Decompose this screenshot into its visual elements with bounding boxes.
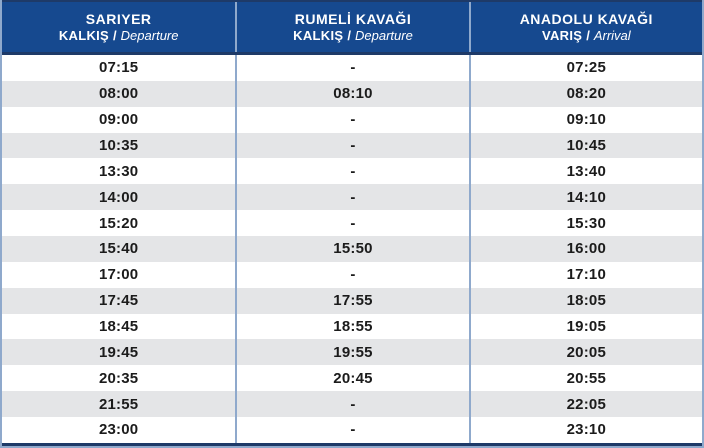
station-name: SARIYER	[85, 10, 152, 27]
table-row: 21:55 -22:05	[2, 391, 702, 418]
column-subtitle: KALKIŞ / Departure	[59, 28, 179, 44]
time-cell: 16:00	[468, 236, 702, 262]
time-cell: 15:20	[98, 214, 139, 232]
time-cell: 17:45	[98, 292, 139, 310]
time-cell: 19:05	[468, 313, 702, 340]
time-cell: -	[235, 417, 468, 443]
time-cell: 07:25	[468, 55, 702, 81]
label-turkish: KALKIŞ	[58, 28, 110, 44]
time-cell: -	[235, 261, 468, 288]
time-cell: -	[235, 132, 468, 159]
table-row: 18:45 18:55 19:05	[2, 313, 702, 340]
column-subtitle: KALKIŞ / Departure	[293, 28, 413, 44]
table-row: 15:20 -15:30	[2, 210, 702, 237]
label-turkish: KALKIŞ	[293, 28, 344, 44]
label-turkish: VARIŞ	[541, 28, 583, 44]
time-cell: 15:40	[98, 240, 139, 258]
time-cell: 23:10	[468, 417, 702, 443]
time-cell: 17:55	[235, 287, 468, 314]
table-row: 10:35 -10:45	[2, 132, 702, 159]
time-cell: 14:00	[98, 188, 139, 206]
time-cell: 23:00	[98, 421, 139, 439]
time-cell: 17:10	[468, 261, 702, 288]
table-row: 08:00 08:10 08:20	[2, 80, 702, 107]
time-cell: 07:15	[98, 59, 139, 77]
label-english: Departure	[355, 28, 413, 44]
time-cell: 15:30	[468, 210, 702, 237]
label-separator: /	[113, 28, 117, 44]
timetable-body: 07:15-07:25 08:00 08:10 08:20 09:00-09:10 10:…	[2, 55, 702, 446]
table-row: 07:15 -07:25	[2, 55, 702, 81]
time-cell: 17:00	[98, 266, 139, 284]
time-cell: 22:05	[468, 391, 702, 418]
station-name: RUMELİ KAVAĞI	[294, 10, 412, 27]
time-cell: 20:35	[98, 369, 139, 387]
time-cell: 09:10	[468, 106, 702, 133]
time-cell: -	[235, 210, 468, 237]
time-cell: -	[235, 158, 468, 185]
time-cell: 19:55	[235, 339, 468, 366]
time-cell: 10:45	[468, 132, 702, 159]
label-separator: /	[586, 28, 590, 44]
label-separator: /	[347, 28, 351, 44]
time-cell: -	[235, 184, 468, 211]
column-subtitle: VARIŞ / Arrival	[542, 28, 631, 44]
time-cell: 21:55	[98, 395, 139, 413]
label-english: Departure	[120, 28, 179, 44]
table-row: 13:30 -13:40	[2, 158, 702, 185]
time-cell: -	[235, 55, 468, 81]
time-cell: 08:00	[98, 85, 139, 103]
column-header-sariyer-departure: SARIYER KALKIŞ / Departure	[2, 2, 235, 52]
time-cell: 18:55	[235, 313, 468, 340]
time-cell: 14:10	[468, 184, 702, 211]
time-cell: 13:40	[468, 158, 702, 185]
table-row: 17:45 17:55 18:05	[2, 287, 702, 314]
table-row: 09:00 -09:10	[2, 106, 702, 133]
time-cell: -	[235, 391, 468, 418]
time-cell: 15:50	[235, 236, 468, 262]
time-cell: 19:45	[98, 343, 139, 361]
time-cell: 09:00	[98, 111, 139, 129]
time-cell: -	[235, 106, 468, 133]
time-cell: 08:10	[235, 80, 468, 107]
table-row: 23:00 -23:10	[2, 417, 702, 443]
column-header-rumeli-kavagi-departure: RUMELİ KAVAĞI KALKIŞ / Departure	[235, 2, 468, 52]
column-header-anadolu-kavagi-arrival: ANADOLU KAVAĞI VARIŞ / Arrival	[468, 2, 702, 52]
time-cell: 20:55	[468, 365, 702, 392]
time-cell: 20:05	[468, 339, 702, 366]
timetable-header: SARIYER KALKIŞ / Departure RUMELİ KAVAĞI…	[2, 0, 702, 55]
time-cell: 13:30	[98, 162, 139, 180]
table-row: 19:45 19:55 20:05	[2, 339, 702, 366]
station-name: ANADOLU KAVAĞI	[519, 10, 653, 27]
table-row: 15:40 15:50 16:00	[2, 236, 702, 262]
table-row: 20:35 20:45 20:55	[2, 365, 702, 392]
time-cell: 08:20	[468, 80, 702, 107]
time-cell: 18:05	[468, 287, 702, 314]
time-cell: 18:45	[98, 318, 139, 336]
label-english: Arrival	[593, 28, 631, 44]
time-cell: 10:35	[98, 137, 139, 154]
table-row: 17:00 -17:10	[2, 261, 702, 288]
table-row: 14:00 -14:10	[2, 184, 702, 211]
time-cell: 20:45	[235, 365, 468, 392]
